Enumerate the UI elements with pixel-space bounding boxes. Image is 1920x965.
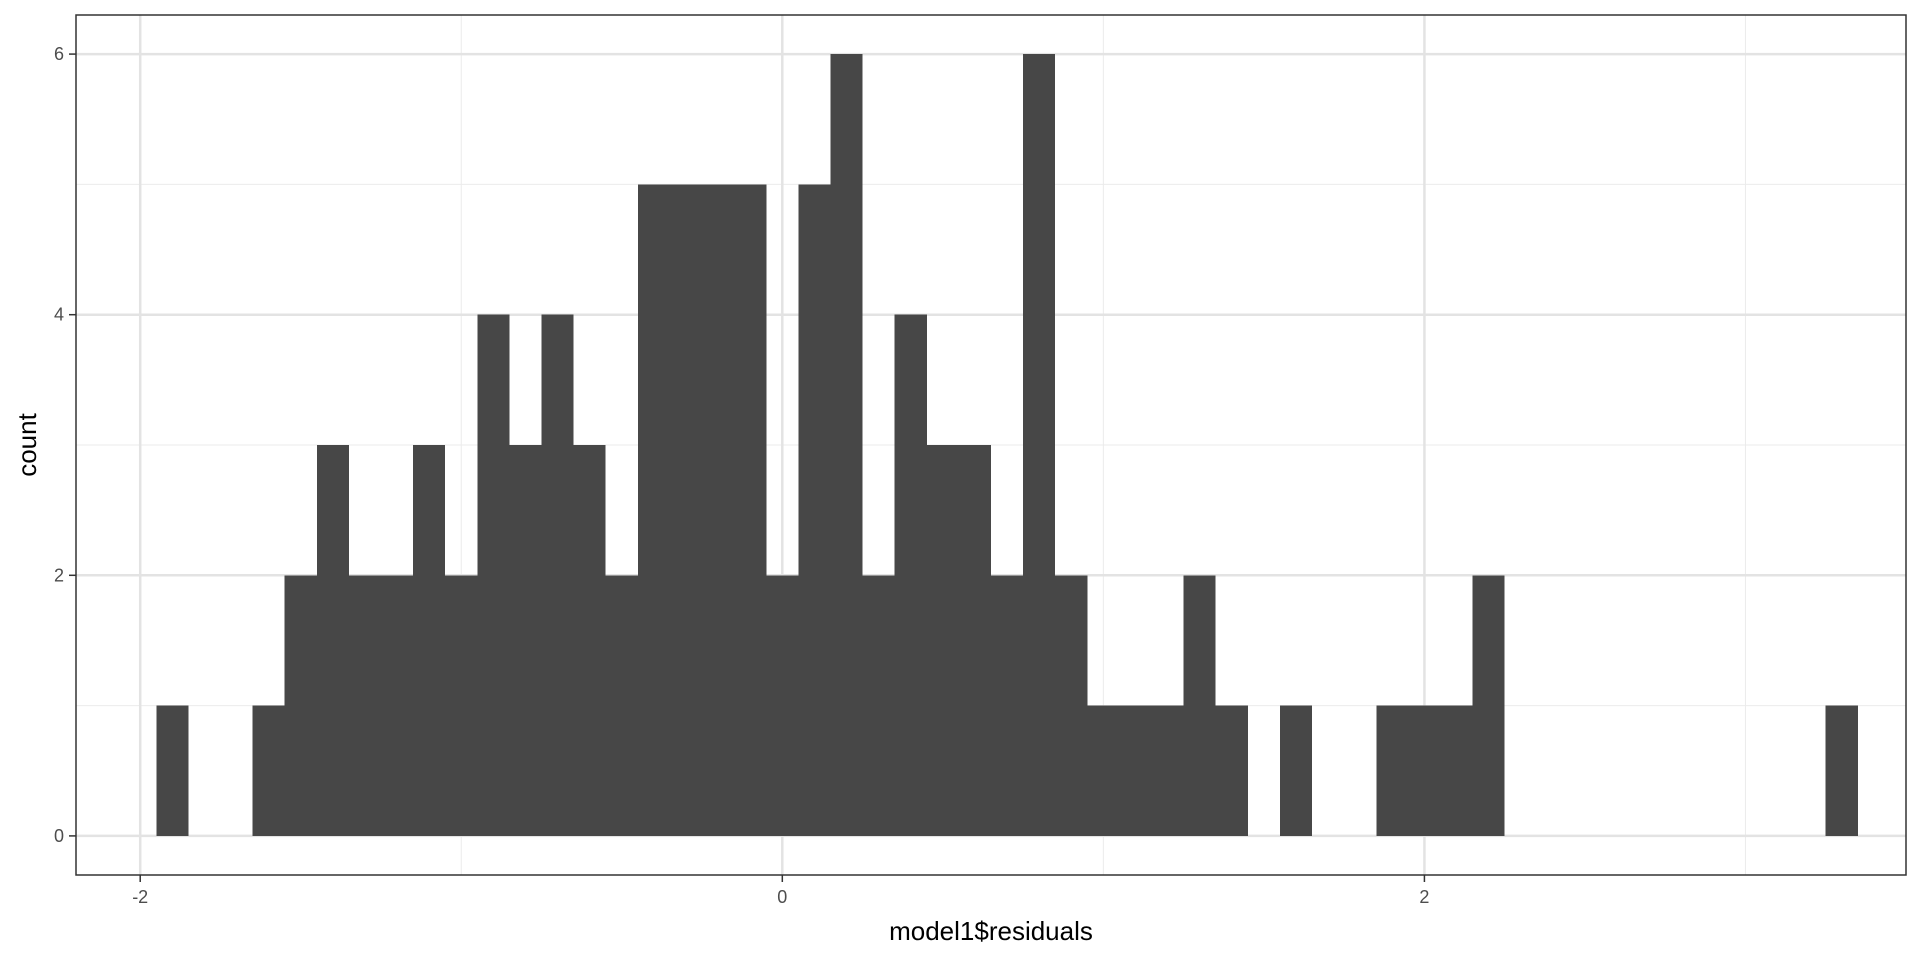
y-tick-label: 4: [54, 305, 64, 325]
histogram-bar: [766, 575, 799, 836]
histogram-bar: [958, 445, 991, 836]
histogram-bar: [926, 445, 959, 836]
histogram-bar: [1279, 705, 1313, 836]
histogram-bar: [1119, 705, 1152, 836]
histogram-bar: [573, 445, 606, 836]
histogram-bar: [1376, 705, 1409, 836]
histogram-bar: [413, 445, 446, 836]
histogram-bar: [605, 575, 638, 836]
x-tick-label: 0: [777, 887, 787, 907]
histogram-bars: [156, 54, 1858, 836]
x-tick-label: -2: [132, 887, 148, 907]
histogram-bar: [156, 705, 189, 836]
histogram-bar: [284, 575, 317, 836]
histogram-bar: [1472, 575, 1505, 836]
histogram-bar: [445, 575, 478, 836]
histogram-bar: [381, 575, 414, 836]
y-tick-label: 2: [54, 565, 64, 585]
histogram-bar: [830, 54, 863, 836]
histogram-bar: [894, 314, 927, 836]
histogram-bar: [669, 184, 703, 836]
histogram-bar: [1151, 705, 1184, 836]
histogram-bar: [734, 184, 767, 836]
histogram-bar: [1183, 575, 1216, 836]
y-axis-ticks: 0 2 4 6: [54, 44, 76, 846]
histogram-bar: [1215, 705, 1248, 836]
histogram-bar: [862, 575, 895, 836]
histogram-bar: [1440, 705, 1473, 836]
y-tick-label: 6: [54, 44, 64, 64]
histogram-bar: [477, 314, 510, 836]
y-tick-label: 0: [54, 826, 64, 846]
histogram-bar: [991, 575, 1024, 836]
x-axis-ticks: -2 0 2: [132, 875, 1429, 907]
histogram-bar: [1825, 705, 1858, 836]
panel-border: [75, 14, 1907, 876]
x-axis-title: model1$residuals: [889, 916, 1093, 946]
histogram-bar: [1087, 705, 1120, 836]
x-tick-label: 2: [1419, 887, 1429, 907]
histogram-bar: [509, 445, 542, 836]
histogram-bar: [1055, 575, 1088, 836]
histogram-bar: [348, 575, 381, 836]
histogram-bar: [252, 705, 285, 836]
histogram-bar: [702, 184, 735, 836]
histogram-bar: [541, 314, 574, 836]
y-axis-title: count: [12, 412, 42, 476]
histogram-bar: [316, 445, 349, 836]
histogram-bar: [1408, 705, 1441, 836]
histogram-bar: [1023, 54, 1056, 836]
histogram-bar: [798, 184, 831, 836]
histogram-bar: [637, 184, 670, 836]
